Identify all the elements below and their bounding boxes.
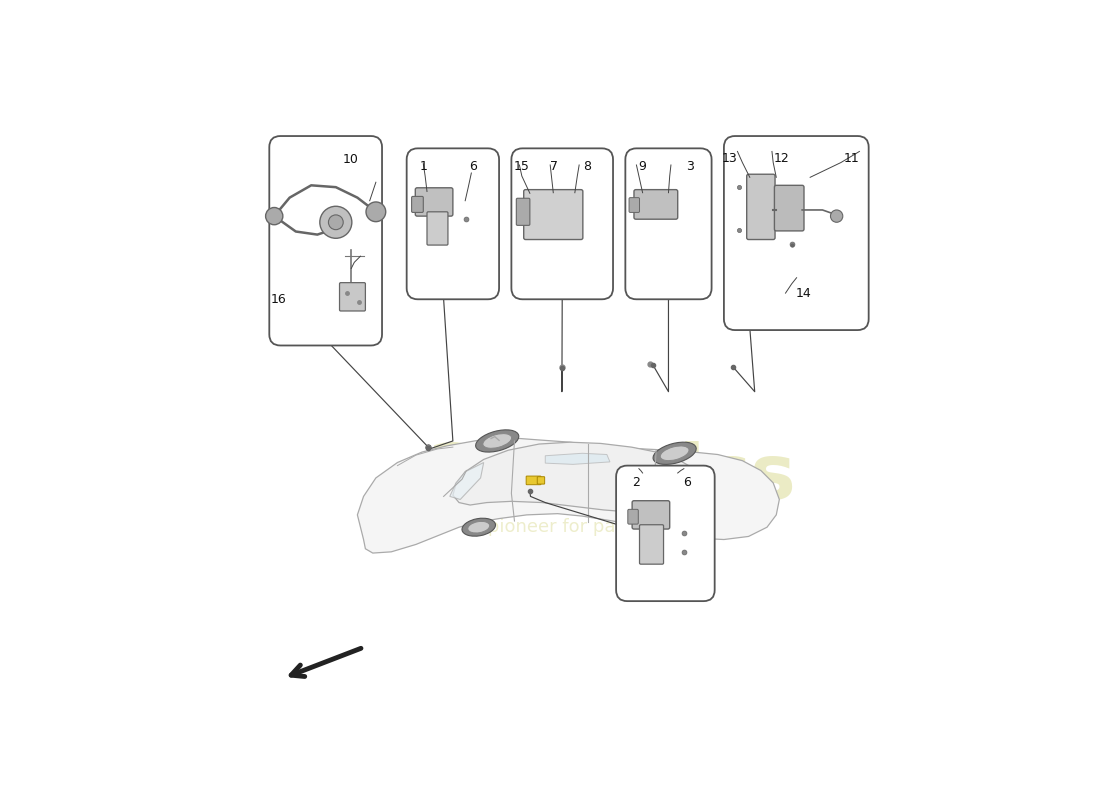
- Text: 9: 9: [639, 161, 647, 174]
- FancyBboxPatch shape: [537, 477, 544, 484]
- Text: 3: 3: [686, 161, 694, 174]
- FancyBboxPatch shape: [427, 212, 448, 245]
- Text: 11: 11: [844, 151, 859, 165]
- Text: 13: 13: [722, 151, 738, 165]
- Ellipse shape: [632, 525, 654, 537]
- Ellipse shape: [462, 518, 495, 536]
- FancyBboxPatch shape: [634, 190, 678, 219]
- Text: 14: 14: [795, 287, 812, 300]
- Polygon shape: [358, 438, 779, 553]
- Text: 1: 1: [419, 161, 427, 174]
- FancyBboxPatch shape: [616, 466, 715, 601]
- Text: 2utonics: 2utonics: [428, 441, 796, 515]
- FancyBboxPatch shape: [774, 186, 804, 231]
- Ellipse shape: [475, 430, 519, 452]
- Ellipse shape: [627, 522, 661, 540]
- FancyBboxPatch shape: [416, 188, 453, 216]
- Ellipse shape: [660, 446, 689, 461]
- FancyBboxPatch shape: [526, 476, 541, 485]
- FancyBboxPatch shape: [512, 148, 613, 299]
- Polygon shape: [453, 442, 708, 513]
- Ellipse shape: [653, 442, 696, 464]
- FancyBboxPatch shape: [747, 174, 776, 239]
- FancyBboxPatch shape: [411, 197, 424, 213]
- Text: 7: 7: [550, 161, 558, 174]
- Circle shape: [320, 206, 352, 238]
- Text: a pioneer for parts since 1985: a pioneer for parts since 1985: [471, 518, 744, 536]
- Circle shape: [329, 215, 343, 230]
- Circle shape: [265, 207, 283, 225]
- FancyBboxPatch shape: [524, 190, 583, 239]
- FancyBboxPatch shape: [625, 148, 712, 299]
- FancyBboxPatch shape: [628, 510, 638, 524]
- FancyBboxPatch shape: [407, 148, 499, 299]
- Ellipse shape: [468, 522, 490, 533]
- Text: 12: 12: [774, 151, 790, 165]
- Polygon shape: [546, 454, 609, 464]
- FancyBboxPatch shape: [639, 525, 663, 564]
- FancyBboxPatch shape: [724, 136, 869, 330]
- Text: 6: 6: [683, 477, 691, 490]
- Ellipse shape: [483, 434, 512, 448]
- FancyBboxPatch shape: [270, 136, 382, 346]
- Text: 2: 2: [631, 477, 640, 490]
- Polygon shape: [681, 470, 700, 506]
- FancyBboxPatch shape: [516, 198, 530, 226]
- FancyBboxPatch shape: [632, 501, 670, 529]
- Text: 16: 16: [271, 293, 286, 306]
- Text: 10: 10: [342, 153, 359, 166]
- Text: 15: 15: [514, 161, 529, 174]
- Polygon shape: [450, 462, 484, 499]
- FancyBboxPatch shape: [629, 198, 639, 213]
- FancyBboxPatch shape: [340, 282, 365, 311]
- Text: 6: 6: [470, 161, 477, 174]
- Circle shape: [366, 202, 386, 222]
- Text: 8: 8: [584, 161, 592, 174]
- Circle shape: [830, 210, 843, 222]
